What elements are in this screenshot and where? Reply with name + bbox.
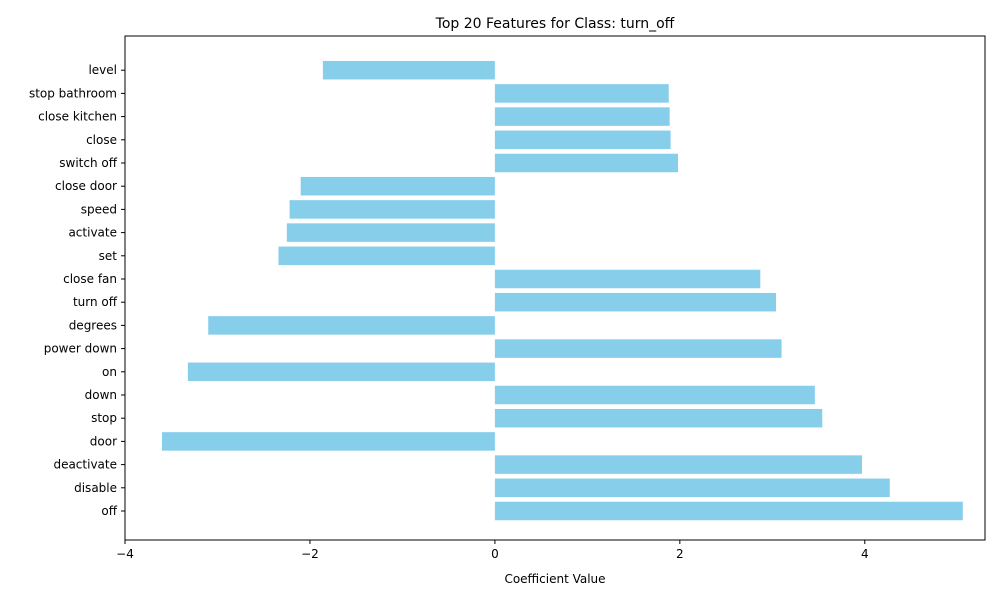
y-tick-label: disable (74, 481, 117, 495)
x-tick-label: −2 (301, 547, 319, 561)
bar-speed (289, 200, 495, 219)
y-tick-label: deactivate (53, 458, 117, 472)
y-tick-label: close fan (63, 272, 117, 286)
y-tick-label: close door (55, 179, 117, 193)
y-tick-label: set (99, 249, 118, 263)
x-tick-label: 2 (676, 547, 684, 561)
x-axis-ticks: −4 −2 0 2 4 (116, 540, 869, 561)
y-tick-label: stop (91, 411, 117, 425)
x-tick-label: −4 (116, 547, 134, 561)
bar-close-fan (494, 269, 761, 289)
bar-close (494, 130, 671, 150)
bar-level (322, 60, 495, 80)
y-tick-label: close (86, 133, 117, 147)
bar-down (494, 385, 815, 405)
chart-title: Top 20 Features for Class: turn_off (435, 16, 675, 32)
y-tick-label: off (101, 504, 117, 518)
y-tick-label: down (85, 388, 117, 402)
bar-disable (494, 478, 890, 498)
y-axis-ticks: off disable deactivate door stop down on power … (29, 63, 125, 518)
bar-stop (494, 408, 823, 428)
y-tick-label: stop bathroom (29, 86, 117, 100)
bar-power-down (494, 339, 782, 358)
y-tick-label: activate (68, 226, 117, 240)
bar-turn-off (494, 292, 777, 312)
y-tick-label: switch off (59, 156, 117, 170)
x-axis-label: Coefficient Value (504, 572, 605, 586)
bar-deactivate (494, 455, 863, 474)
bar-activate (286, 223, 495, 242)
bar-switch-off (494, 153, 678, 173)
bar-degrees (208, 316, 495, 335)
bar-stop-bathroom (494, 84, 669, 103)
x-tick-label: 0 (491, 547, 499, 561)
y-tick-label: on (102, 365, 117, 379)
x-tick-label: 4 (861, 547, 869, 561)
bar-close-kitchen (494, 107, 670, 126)
y-tick-label: door (90, 434, 117, 448)
y-tick-label: power down (44, 342, 117, 356)
y-tick-label: degrees (69, 318, 117, 332)
bar-close-door (300, 176, 495, 196)
y-tick-label: turn off (73, 295, 118, 309)
y-tick-label: speed (81, 202, 117, 216)
bar-off (494, 501, 963, 521)
bars-group (161, 60, 963, 521)
bar-door (161, 432, 495, 451)
plot-frame (124, 35, 986, 541)
y-tick-label: close kitchen (38, 110, 117, 124)
bar-on (187, 362, 495, 382)
y-tick-label: level (88, 63, 117, 77)
bar-set (278, 246, 495, 266)
